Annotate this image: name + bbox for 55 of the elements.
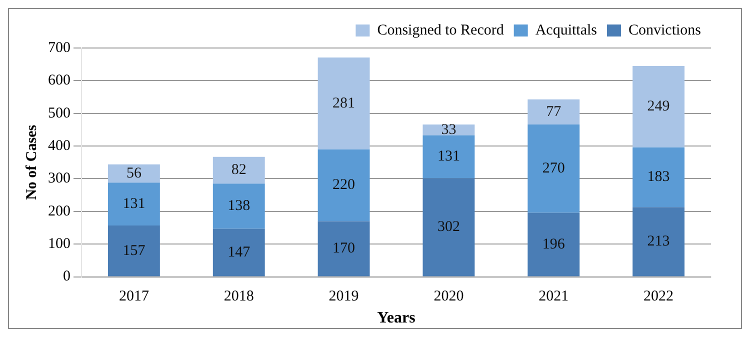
bar (528, 212, 580, 276)
data-label: 249 (647, 98, 670, 115)
data-label: 56 (126, 165, 142, 182)
data-label: 281 (332, 95, 356, 112)
bar (212, 228, 265, 276)
bar (422, 178, 475, 276)
data-label: 138 (228, 198, 250, 214)
bar (318, 57, 370, 150)
bar (632, 147, 685, 208)
y-tick-label: 200 (48, 203, 70, 220)
y-tick-label: 700 (48, 40, 70, 56)
data-label: 220 (332, 177, 356, 194)
x-tick-label: 2017 (118, 288, 150, 305)
data-label: 131 (437, 148, 460, 165)
bar (318, 149, 370, 222)
bar (212, 156, 265, 184)
x-tick-label: 2020 (434, 288, 464, 305)
x-tick-label: 2022 (644, 288, 674, 305)
y-tick-label: 500 (48, 105, 70, 122)
legend-label: Consigned to Record (377, 22, 504, 38)
bar (422, 124, 475, 136)
bar (108, 164, 160, 183)
bar (422, 135, 475, 178)
data-label: 77 (546, 104, 562, 120)
bar (632, 66, 685, 148)
bar (528, 124, 580, 213)
data-label: 33 (441, 122, 456, 138)
data-label: 302 (437, 219, 460, 236)
bar (318, 221, 370, 276)
data-label: 82 (231, 162, 246, 178)
y-tick-label: 300 (48, 170, 70, 187)
data-label: 183 (647, 169, 670, 186)
data-label: 157 (122, 242, 146, 259)
data-label: 170 (332, 240, 356, 257)
y-tick-label: 0 (63, 268, 70, 285)
data-label: 270 (542, 160, 565, 177)
y-tick-label: 400 (48, 138, 70, 154)
legend-label: Acquittals (535, 22, 598, 38)
data-label: 147 (228, 244, 251, 260)
x-axis-title: Years (377, 310, 416, 327)
bar (108, 225, 160, 276)
y-tick-label: 600 (48, 72, 70, 89)
x-tick-label: 2019 (328, 288, 359, 305)
data-label: 213 (647, 234, 670, 250)
data-label: 196 (542, 236, 566, 252)
legend-label: Convictions (628, 22, 702, 38)
x-tick-label: 2021 (538, 288, 569, 305)
bar (212, 184, 265, 229)
bar (632, 207, 685, 276)
data-label: 131 (122, 196, 146, 212)
y-axis-title: No of Cases (24, 124, 40, 200)
bar (108, 182, 160, 226)
y-tick-label: 100 (48, 236, 70, 252)
bar (528, 99, 580, 124)
x-tick-label: 2018 (224, 288, 254, 305)
